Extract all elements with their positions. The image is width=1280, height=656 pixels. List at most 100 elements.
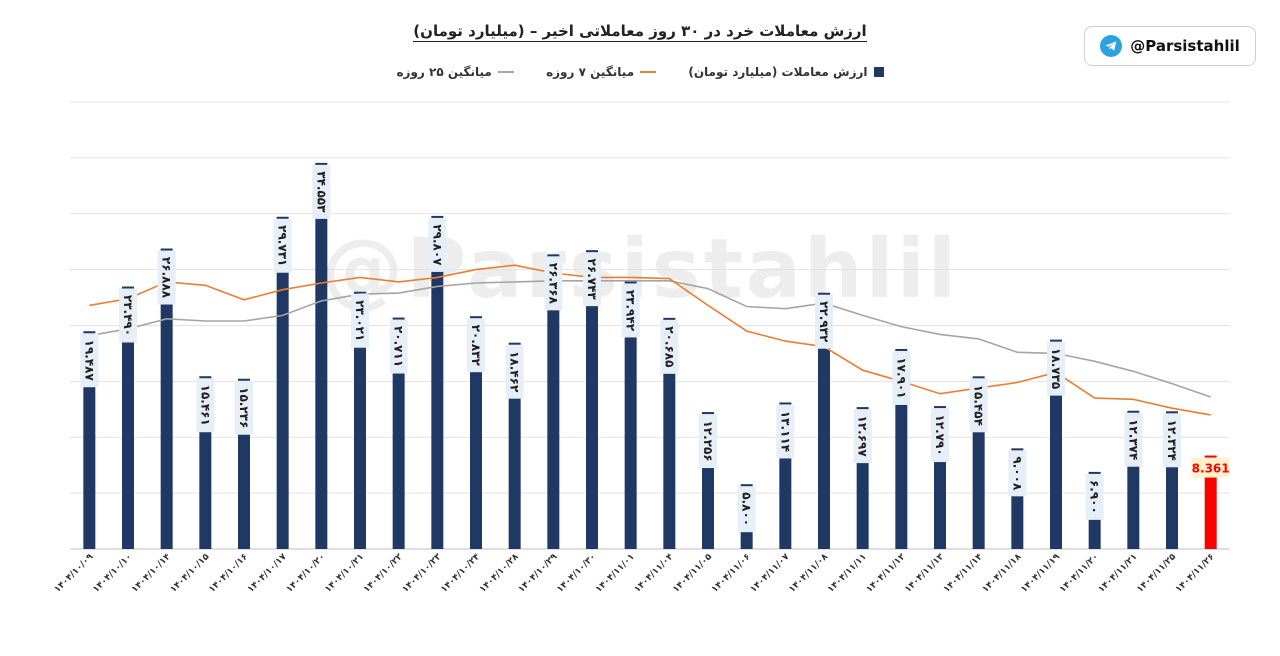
ma25-line xyxy=(89,279,1211,398)
data-label: ۲۳.۰۲۱ xyxy=(353,300,367,341)
data-label: ۵.۸۰۰ xyxy=(740,492,754,526)
data-label: ۱۹.۴۸۷ xyxy=(82,340,96,382)
data-label-bg xyxy=(1008,450,1027,497)
x-tick-label: ۱۴۰۴/۱۰/۲۱ xyxy=(323,552,366,595)
x-tick-label: ۱۴۰۴/۱۰/۲۸ xyxy=(478,552,521,595)
x-tick-label: ۱۴۰۴/۱۰/۳۰ xyxy=(555,552,598,595)
data-label-bg xyxy=(235,380,253,435)
data-label-bg xyxy=(737,486,756,533)
legend-label-bars: ارزش معاملات (میلیارد تومان) xyxy=(688,64,868,79)
data-label: ۱۵.۲۳۶ xyxy=(237,387,251,428)
data-label-bg xyxy=(389,319,408,374)
bar xyxy=(586,250,598,549)
ma7-line xyxy=(89,264,1211,416)
bar xyxy=(624,281,637,549)
data-label: ۱۸.۷۳۵ xyxy=(1049,348,1063,389)
data-label-bg xyxy=(583,252,601,307)
data-label: ۲۰.۸۳۲ xyxy=(469,325,483,367)
x-tick-label: ۱۴۰۴/۱۱/۲۱ xyxy=(1097,552,1140,595)
x-tick-label: ۱۴۰۴/۱۱/۱۳ xyxy=(903,552,946,595)
data-label: ۱۲.۶۹۷ xyxy=(856,416,870,458)
data-label: ۱۷.۹۰۱ xyxy=(894,357,908,398)
x-tick-label: ۱۴۰۴/۱۱/۰۴ xyxy=(633,552,676,595)
data-label: ۲۰.۶۸۵ xyxy=(662,326,676,367)
data-label: ۲۳.۴۹۰ xyxy=(121,295,135,336)
x-tick-label: ۱۴۰۴/۱۰/۱۷ xyxy=(246,552,289,595)
data-label-bg xyxy=(273,218,292,273)
legend-swatch-ma25 xyxy=(497,71,514,73)
data-label: ۱۵.۴۵۴ xyxy=(972,385,986,426)
x-tick-label: ۱۴۰۴/۱۱/۱۸ xyxy=(981,552,1024,595)
data-label: ۱۲.۲۵۶ xyxy=(701,420,715,461)
bar xyxy=(315,162,328,549)
data-label-bg xyxy=(892,350,911,405)
data-label-bg xyxy=(544,256,563,311)
data-label: ۱۲.۳۷۴ xyxy=(1126,419,1140,460)
data-label-bg xyxy=(80,333,99,388)
data-label: 8.361 xyxy=(1192,462,1230,476)
data-label: ۲۹.۸۰۷ xyxy=(430,224,444,266)
data-label-bg xyxy=(157,250,176,305)
data-label-bg xyxy=(776,404,795,459)
data-label-bg xyxy=(1085,473,1104,520)
data-label-bg xyxy=(119,288,137,343)
x-tick-label: ۱۴۰۴/۱۱/۱۹ xyxy=(1019,552,1062,595)
data-label: ۱۳.۱۱۴ xyxy=(778,411,792,452)
data-label: ۲۳.۹۴۲ xyxy=(624,290,638,332)
data-label-bg xyxy=(351,293,369,348)
bar xyxy=(276,216,289,549)
data-label: ۹.۰۰۸ xyxy=(1010,456,1024,491)
bar xyxy=(431,215,444,549)
legend-item-ma7: میانگین ۷ روزه xyxy=(546,64,657,79)
legend-item-ma25: میانگین ۲۵ روزه xyxy=(396,64,514,79)
bar xyxy=(354,291,366,549)
data-label: ۲۶.۷۴۳ xyxy=(585,259,599,301)
data-label: ۳۴.۵۵۳ xyxy=(314,171,328,213)
x-tick-label: ۱۴۰۴/۱۰/۲۳ xyxy=(401,552,444,595)
channel-handle: @Parsistahlil xyxy=(1130,37,1240,55)
data-label: ۲۹.۷۳۱ xyxy=(276,225,290,266)
legend-label-ma25: میانگین ۲۵ روزه xyxy=(396,64,492,79)
x-tick-label: ۱۴۰۴/۱۰/۱۵ xyxy=(169,552,212,595)
data-label-bg xyxy=(196,378,215,433)
data-label-bg xyxy=(467,318,485,373)
data-label: ۱۸.۴۶۲ xyxy=(508,351,522,393)
data-label-bg xyxy=(621,283,640,338)
data-label: ۱۲.۷۹۰ xyxy=(933,414,947,455)
x-tick-label: ۱۴۰۴/۱۰/۲۲ xyxy=(362,552,405,595)
data-label: ۶.۹۰۰ xyxy=(1088,480,1102,514)
bar xyxy=(470,316,482,549)
data-label: ۲۶.۳۶۸ xyxy=(546,263,560,305)
data-label: ۲۶.۸۸۸ xyxy=(160,257,174,299)
x-tick-label: ۱۴۰۴/۱۱/۰۵ xyxy=(671,552,714,595)
legend-swatch-bars xyxy=(873,67,884,77)
legend-label-ma7: میانگین ۷ روزه xyxy=(546,64,635,79)
data-label-bg xyxy=(969,378,988,433)
bar xyxy=(122,286,134,549)
data-label-bg xyxy=(505,344,524,399)
telegram-icon xyxy=(1100,35,1123,57)
data-label-bg xyxy=(428,217,447,272)
data-label-bg xyxy=(1191,457,1230,478)
data-label-bg xyxy=(853,409,872,464)
x-tick-label: ۱۴۰۴/۱۰/۰۹ xyxy=(53,552,96,595)
x-tick-label: ۱۴۰۴/۱۱/۰۸ xyxy=(787,552,830,595)
x-tick-label: ۱۴۰۴/۱۰/۲۰ xyxy=(285,552,328,595)
x-tick-label: ۱۴۰۴/۱۰/۲۹ xyxy=(517,552,560,595)
x-tick-label: ۱۴۰۴/۱۱/۲۵ xyxy=(1135,552,1178,595)
channel-badge[interactable]: @Parsistahlil xyxy=(1084,26,1256,66)
bar xyxy=(160,248,173,549)
x-tick-label: ۱۴۰۴/۱۱/۰۷ xyxy=(749,552,792,595)
data-label-bg xyxy=(815,294,833,349)
x-tick-label: ۱۴۰۴/۱۱/۱۴ xyxy=(942,552,985,595)
data-label-bg xyxy=(931,408,949,463)
data-label-bg xyxy=(1163,413,1181,468)
x-tick-label: ۱۴۰۴/۱۰/۱۰ xyxy=(91,552,134,595)
x-tick-label: ۱۴۰۴/۱۰/۱۴ xyxy=(130,552,173,595)
bar xyxy=(818,292,830,549)
data-label-bg xyxy=(312,164,331,219)
data-label: ۲۰.۷۱۱ xyxy=(392,326,406,367)
data-label-bg xyxy=(1124,412,1143,467)
data-label: ۱۲.۳۲۴ xyxy=(1165,420,1179,461)
